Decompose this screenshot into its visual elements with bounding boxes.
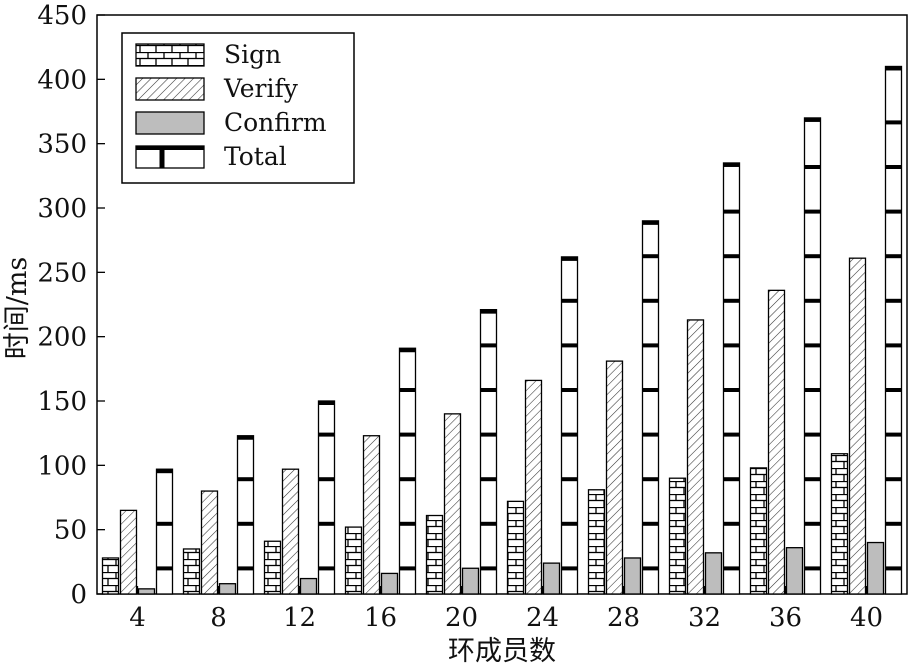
x-tick-label: 28: [607, 603, 640, 633]
x-tick-label: 32: [688, 603, 721, 633]
y-tick-label: 350: [37, 130, 87, 160]
bar-sign: [749, 467, 768, 595]
y-tick-label: 450: [37, 1, 87, 31]
bar-confirm: [137, 588, 156, 595]
bar-total: [560, 256, 579, 595]
bar-total: [155, 468, 174, 595]
x-tick-label: 8: [210, 603, 227, 633]
bar-total: [317, 400, 336, 595]
bar-verify: [767, 289, 786, 595]
x-tick-label: 40: [850, 603, 883, 633]
y-tick-label: 50: [54, 516, 87, 546]
legend-item-confirm: Confirm: [135, 108, 327, 137]
bar-sign: [101, 557, 120, 595]
bar-sign: [506, 500, 525, 595]
legend-swatch-confirm: [135, 111, 205, 135]
x-tick-label: 12: [283, 603, 316, 633]
bar-verify: [848, 257, 867, 595]
bar-confirm: [218, 583, 237, 595]
bar-confirm: [380, 572, 399, 595]
bar-sign: [668, 477, 687, 595]
legend-label-total: Total: [224, 142, 287, 171]
bar-verify: [443, 413, 462, 595]
legend-item-sign: Sign: [135, 40, 281, 69]
bar-total: [884, 65, 903, 595]
bar-verify: [362, 435, 381, 595]
y-tick-label: 0: [70, 580, 87, 610]
y-axis-label: 时间/ms: [2, 257, 33, 360]
bar-verify: [200, 490, 219, 595]
bar-confirm: [299, 577, 318, 595]
bar-sign: [182, 548, 201, 595]
legend-label-sign: Sign: [224, 40, 281, 69]
bar-verify: [524, 379, 543, 595]
bar-verify: [281, 468, 300, 595]
bar-verify: [119, 509, 138, 595]
legend-swatch-verify: [135, 77, 205, 101]
x-tick-label: 24: [526, 603, 559, 633]
bar-verify: [686, 319, 705, 595]
x-tick-label: 4: [129, 603, 146, 633]
bar-total: [398, 347, 417, 595]
legend-label-confirm: Confirm: [224, 108, 327, 137]
y-tick-label: 100: [37, 451, 87, 481]
bar-total: [641, 220, 660, 595]
y-tick-label: 400: [37, 65, 87, 95]
bar-sign: [830, 453, 849, 595]
legend: Sign Verify Confirm Total: [121, 32, 355, 184]
bar-confirm: [785, 547, 804, 595]
bar-confirm: [542, 562, 561, 595]
y-tick-label: 150: [37, 387, 87, 417]
plot-frame: [96, 14, 908, 595]
bar-confirm: [623, 557, 642, 595]
legend-item-verify: Verify: [135, 74, 299, 103]
y-tick-label: 300: [37, 194, 87, 224]
x-tick-label: 20: [445, 603, 478, 633]
bar-confirm: [704, 552, 723, 595]
bar-sign: [425, 514, 444, 595]
bar-total: [479, 308, 498, 595]
legend-swatch-sign: [135, 43, 205, 67]
legend-item-total: Total: [135, 142, 287, 171]
bar-confirm: [866, 541, 885, 595]
y-tick-label: 250: [37, 258, 87, 288]
bar-sign: [263, 540, 282, 595]
x-tick-label: 36: [769, 603, 802, 633]
y-tick-label: 200: [37, 323, 87, 353]
x-axis-label: 环成员数: [448, 636, 556, 667]
bar-sign: [344, 526, 363, 595]
legend-label-verify: Verify: [223, 74, 299, 103]
bar-total: [722, 162, 741, 595]
x-tick-label: 16: [364, 603, 397, 633]
bar-confirm: [461, 567, 480, 595]
bar-verify: [605, 360, 624, 595]
bar-sign: [587, 489, 606, 595]
